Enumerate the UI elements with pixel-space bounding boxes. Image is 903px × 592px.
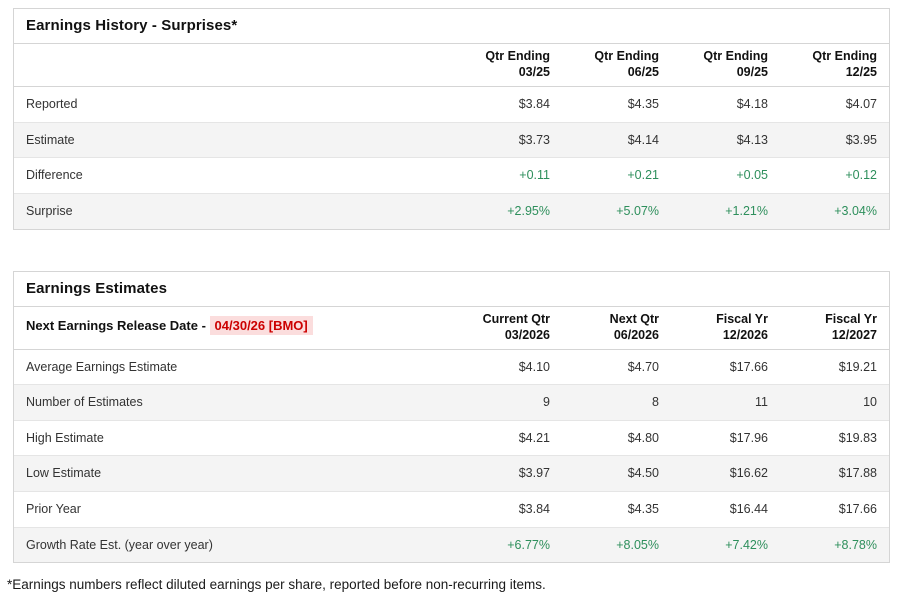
row-label: Low Estimate — [14, 455, 453, 492]
column-header: Fiscal Yr 12/2026 — [671, 306, 780, 350]
cell-value: $4.14 — [562, 122, 671, 159]
row-label: Estimate — [14, 122, 453, 159]
earnings-history-section: Earnings History - Surprises* Qtr Ending… — [13, 8, 890, 230]
cell-value: +3.04% — [834, 203, 877, 218]
row-label: Surprise — [26, 203, 73, 218]
column-header-line2: 12/2027 — [831, 327, 877, 342]
cell-value: +0.11 — [453, 157, 562, 194]
cell-value: +0.21 — [562, 157, 671, 194]
table-row: Growth Rate Est. (year over year) +6.77% +… — [14, 527, 889, 563]
row-label: Reported — [14, 86, 453, 123]
cell-value: +8.78% — [834, 537, 877, 552]
cell-value: +0.12 — [780, 157, 889, 194]
cell-value: $4.50 — [562, 455, 671, 492]
earnings-footnote: *Earnings numbers reflect diluted earnin… — [7, 577, 546, 592]
table-row: High Estimate $4.21 $4.80 $17.96 $19.83 — [14, 420, 889, 457]
earnings-history-header-row: Qtr Ending 03/25 Qtr Ending 06/25 Qtr Ending… — [14, 44, 889, 87]
next-earnings-release-cell: Next Earnings Release Date - 04/30/26 [B… — [14, 306, 453, 350]
column-header-line2: 09/25 — [736, 65, 768, 79]
cell-value: +2.95% — [507, 203, 550, 218]
table-row: Difference +0.11 +0.21 +0.05 +0.12 — [14, 157, 889, 194]
table-row: Average Earnings Estimate $4.10 $4.70 $17.6… — [14, 349, 889, 386]
cell-value: +6.77% — [507, 537, 550, 552]
earnings-estimates-title: Earnings Estimates — [14, 272, 889, 307]
table-row: Estimate $3.73 $4.14 $4.13 $3.95 — [14, 122, 889, 159]
row-label: Average Earnings Estimate — [14, 349, 453, 386]
earnings-history-title: Earnings History - Surprises* — [14, 9, 889, 44]
cell-value: $4.70 — [562, 349, 671, 386]
cell-value: $17.66 — [780, 491, 889, 528]
table-row: Reported $3.84 $4.35 $4.18 $4.07 — [14, 86, 889, 123]
row-label: High Estimate — [14, 420, 453, 457]
cell-value: $3.84 — [453, 86, 562, 123]
cell-value: $4.10 — [453, 349, 562, 386]
earnings-estimates-header-row: Next Earnings Release Date - 04/30/26 [B… — [14, 306, 889, 350]
cell-value: $4.07 — [780, 86, 889, 123]
row-label: Prior Year — [14, 491, 453, 528]
table-row: Surprise +2.95% +5.07% +1.21% +3.04% — [14, 193, 889, 229]
column-header-line2: 03/25 — [518, 65, 550, 79]
column-header-line2: 12/2026 — [722, 327, 768, 342]
cell-value: $17.96 — [671, 420, 780, 457]
row-label: Number of Estimates — [14, 384, 453, 421]
table-row: Low Estimate $3.97 $4.50 $16.62 $17.88 — [14, 455, 889, 492]
cell-value: $4.80 — [562, 420, 671, 457]
earnings-estimates-table: Next Earnings Release Date - 04/30/26 [B… — [14, 306, 889, 563]
cell-value: $17.88 — [780, 455, 889, 492]
cell-value: $4.13 — [671, 122, 780, 159]
cell-value: +5.07% — [616, 203, 659, 218]
column-header-line1: Current Qtr — [482, 311, 550, 326]
column-header-line1: Qtr Ending — [703, 49, 768, 63]
row-label: Growth Rate Est. (year over year) — [26, 537, 213, 552]
cell-value: $4.35 — [562, 491, 671, 528]
cell-value: 10 — [780, 384, 889, 421]
cell-value: +8.05% — [616, 537, 659, 552]
cell-value: $4.18 — [671, 86, 780, 123]
cell-value: $19.21 — [780, 349, 889, 386]
cell-value: 8 — [562, 384, 671, 421]
cell-value: +0.05 — [671, 157, 780, 194]
next-earnings-release-label: Next Earnings Release Date - — [26, 318, 210, 334]
header-spacer-cell — [14, 44, 453, 87]
column-header: Next Qtr 06/2026 — [562, 306, 671, 350]
column-header: Current Qtr 03/2026 — [453, 306, 562, 350]
cell-value: 11 — [671, 384, 780, 421]
table-row: Prior Year $3.84 $4.35 $16.44 $17.66 — [14, 491, 889, 528]
column-header-line2: 06/25 — [627, 65, 659, 79]
earnings-estimates-section: Earnings Estimates Next Earnings Release… — [13, 270, 890, 564]
column-header-line1: Fiscal Yr — [825, 311, 877, 326]
column-header: Qtr Ending 09/25 — [671, 44, 780, 87]
column-header-line1: Fiscal Yr — [716, 311, 768, 326]
column-header-line2: 06/2026 — [613, 327, 659, 342]
cell-value: $4.21 — [453, 420, 562, 457]
column-header-line1: Qtr Ending — [485, 49, 550, 63]
cell-value: $4.35 — [562, 86, 671, 123]
column-header-line2: 12/25 — [845, 65, 877, 79]
column-header-line1: Qtr Ending — [812, 49, 877, 63]
cell-value: $16.62 — [671, 455, 780, 492]
cell-value: $16.44 — [671, 491, 780, 528]
cell-value: +7.42% — [725, 537, 768, 552]
column-header-line2: 03/2026 — [504, 327, 550, 342]
column-header-line1: Qtr Ending — [594, 49, 659, 63]
cell-value: $3.84 — [453, 491, 562, 528]
cell-value: $3.95 — [780, 122, 889, 159]
column-header-line1: Next Qtr — [609, 311, 659, 326]
cell-value: $3.97 — [453, 455, 562, 492]
earnings-history-table: Qtr Ending 03/25 Qtr Ending 06/25 Qtr Ending… — [14, 44, 889, 229]
row-label: Difference — [14, 157, 453, 194]
cell-value: 9 — [453, 384, 562, 421]
column-header: Qtr Ending 06/25 — [562, 44, 671, 87]
table-row: Number of Estimates 9 8 11 10 — [14, 384, 889, 421]
cell-value: +1.21% — [725, 203, 768, 218]
next-earnings-release-date-badge: 04/30/26 [BMO] — [209, 316, 313, 336]
column-header: Fiscal Yr 12/2027 — [780, 306, 889, 350]
cell-value: $3.73 — [453, 122, 562, 159]
cell-value: $19.83 — [780, 420, 889, 457]
column-header: Qtr Ending 03/25 — [453, 44, 562, 87]
column-header: Qtr Ending 12/25 — [780, 44, 889, 87]
cell-value: $17.66 — [671, 349, 780, 386]
